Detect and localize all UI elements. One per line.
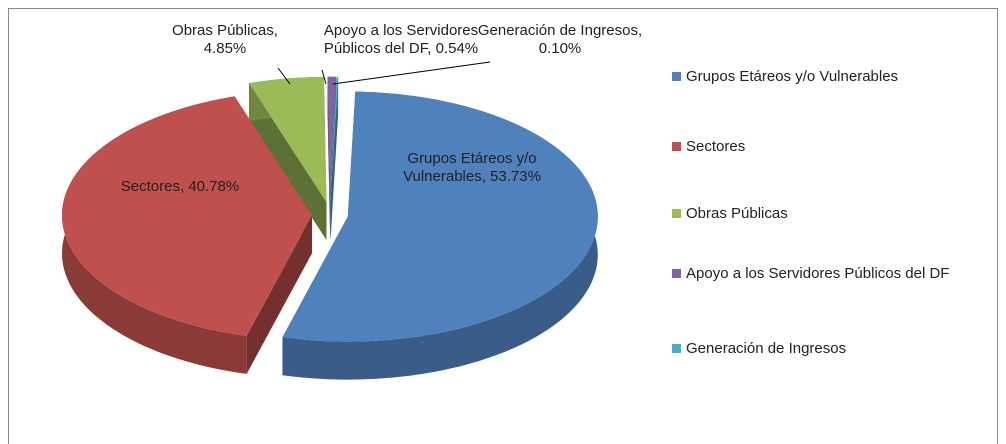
slice-top xyxy=(248,76,327,202)
legend-label: Sectores xyxy=(686,138,746,155)
slice-cut-face xyxy=(246,215,313,374)
slice-top xyxy=(62,96,313,336)
leader-line xyxy=(277,67,291,85)
legend-label: Generación de Ingresos xyxy=(686,340,847,357)
chart-frame xyxy=(8,8,998,444)
data-label: Obras Públicas, 4.85% xyxy=(172,22,278,57)
slice-cut-face xyxy=(327,76,331,240)
data-label: Grupos Etáreos y/o Vulnerables, 53.73% xyxy=(403,150,541,185)
leader-line xyxy=(332,61,491,85)
legend-entry: Sectores xyxy=(672,136,1006,158)
legend-swatch xyxy=(672,142,681,151)
legend-entry: Grupos Etáreos y/o Vulnerables xyxy=(672,66,1006,88)
slice-tops xyxy=(62,76,598,342)
legend-entry: Generación de Ingresos xyxy=(672,338,1006,360)
legend-swatch xyxy=(672,269,681,278)
legend-swatch xyxy=(672,344,681,353)
leader-line xyxy=(321,69,327,85)
slice-cut-face xyxy=(248,83,327,240)
slice-side xyxy=(282,91,598,380)
legend-swatch xyxy=(672,72,681,81)
data-label: Generación de Ingresos, 0.10% xyxy=(477,22,643,57)
slice-top xyxy=(327,76,337,202)
legend-entry: Apoyo a los Servidores Públicos del DF xyxy=(672,263,1006,285)
data-label: Apoyo a los Servidores Públicos del DF, … xyxy=(323,22,479,57)
slice-top xyxy=(282,91,598,342)
legend-entry: Obras Públicas xyxy=(672,203,1006,225)
legend-label: Obras Públicas xyxy=(686,205,788,222)
slice-cut-face xyxy=(330,76,339,240)
data-label: Sectores, 40.78% xyxy=(120,178,240,195)
legend-swatch xyxy=(672,209,681,218)
legend-label: Apoyo a los Servidores Públicos del DF xyxy=(686,265,950,282)
legend-label: Grupos Etáreos y/o Vulnerables xyxy=(686,68,899,85)
slice-top xyxy=(330,76,339,202)
